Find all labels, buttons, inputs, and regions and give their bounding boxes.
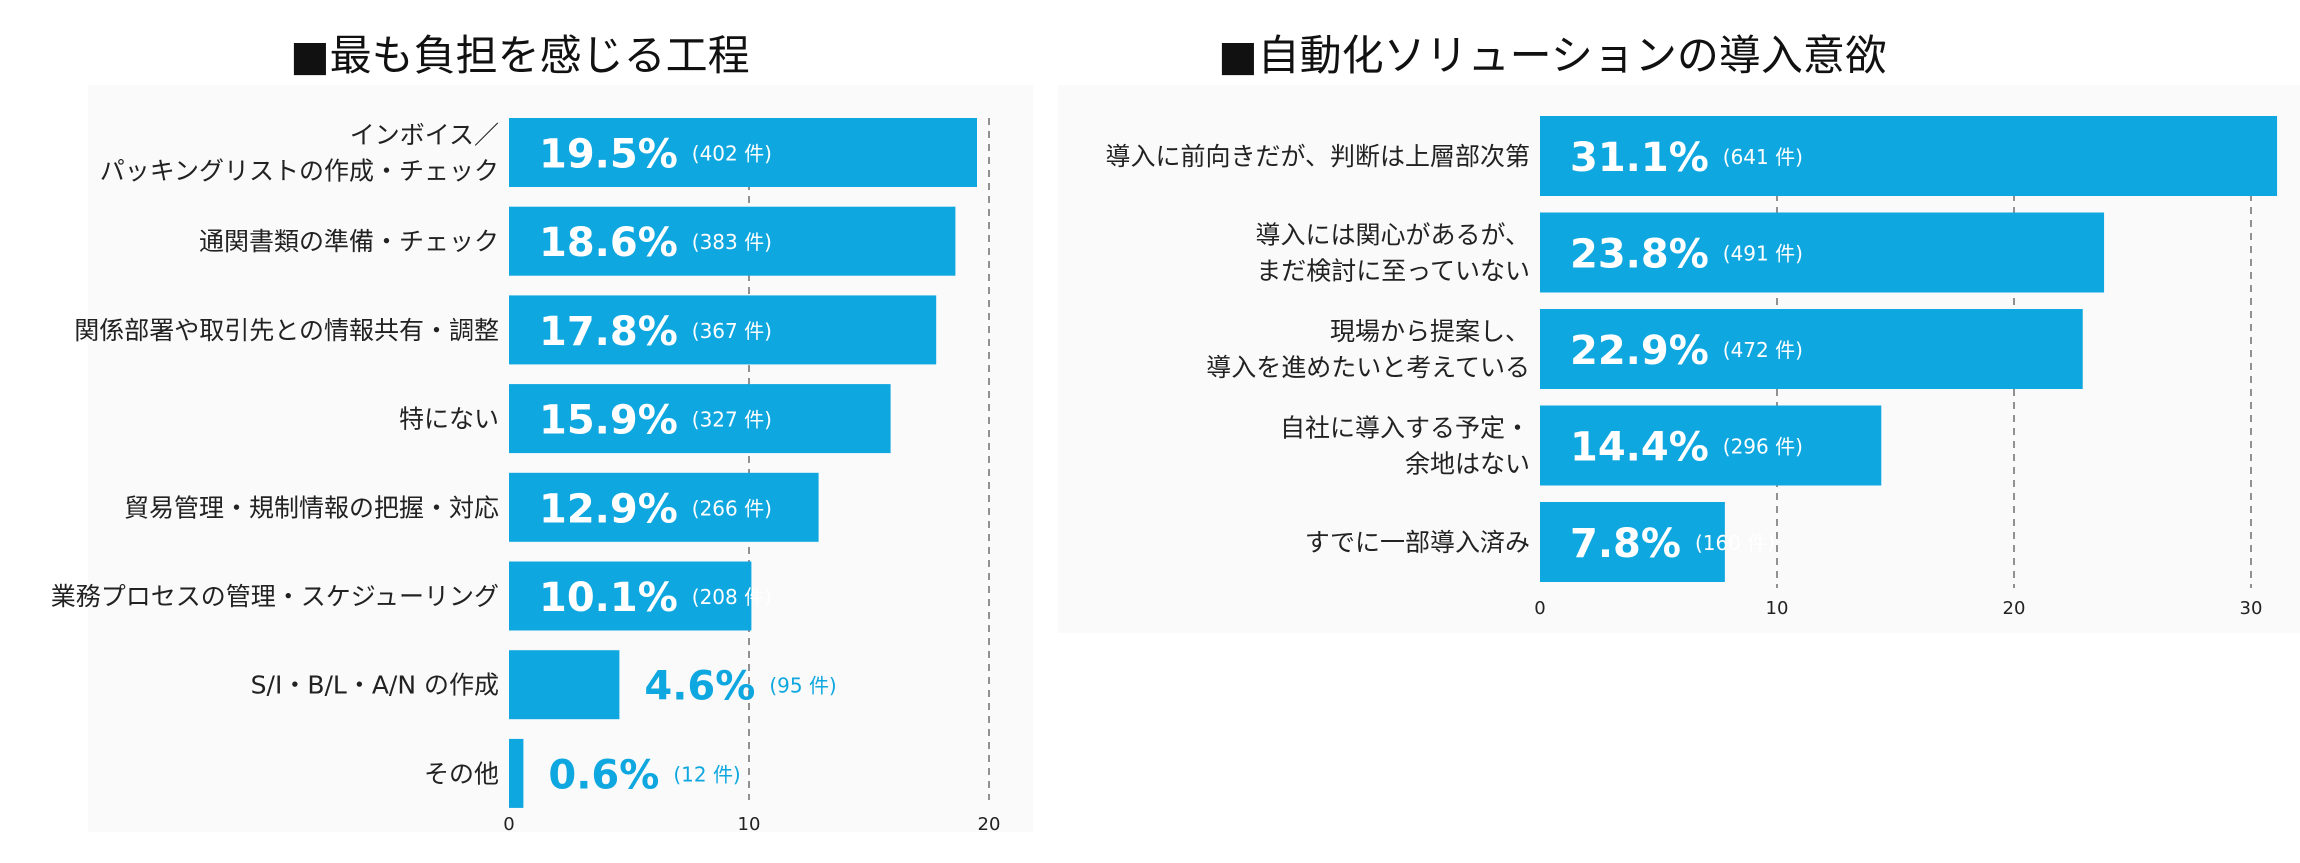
burden-bar xyxy=(509,650,620,720)
adoption-percent-label: 23.8% xyxy=(1570,232,1709,278)
burden-percent-label: 15.9% xyxy=(539,398,678,444)
burden-count-label: (266 件) xyxy=(692,496,772,520)
burden-category-label: パッキングリストの作成・チェック xyxy=(100,157,499,186)
burden-percent-label: 0.6% xyxy=(548,752,659,798)
burden-count-label: (383 件) xyxy=(692,230,772,254)
burden-percent-label: 10.1% xyxy=(539,575,678,621)
chart-title-burden: ■最も負担を感じる工程 xyxy=(290,31,750,80)
adoption-x-tick-label: 20 xyxy=(2003,598,2026,619)
adoption-x-tick-label: 30 xyxy=(2240,598,2263,619)
chart-title-adoption: ■自動化ソリューションの導入意欲 xyxy=(1218,31,1887,80)
burden-percent-label: 4.6% xyxy=(644,664,755,710)
adoption-category-label: 導入には関心があるが、 xyxy=(1255,221,1530,250)
burden-category-label: インボイス／ xyxy=(350,121,499,150)
burden-category-label: その他 xyxy=(424,759,499,788)
burden-category-label: 業務プロセスの管理・スケジューリング xyxy=(51,582,499,611)
burden-category-label: 貿易管理・規制情報の把握・対応 xyxy=(124,493,499,522)
adoption-category-label: 導入を進めたいと考えている xyxy=(1206,353,1530,382)
burden-x-tick-label: 20 xyxy=(978,814,1001,835)
burden-count-label: (12 件) xyxy=(673,762,740,786)
burden-bar xyxy=(509,384,891,454)
burden-category-label: 特にない xyxy=(399,405,499,434)
burden-percent-label: 17.8% xyxy=(539,309,678,355)
burden-count-label: (327 件) xyxy=(692,408,772,432)
adoption-category-label: 導入に前向きだが、判断は上層部次第 xyxy=(1105,142,1530,171)
adoption-x-tick-label: 10 xyxy=(1766,598,1789,619)
adoption-x-tick-label: 0 xyxy=(1534,598,1545,619)
adoption-bar xyxy=(1540,309,2083,389)
burden-category-label: 通関書類の準備・チェック xyxy=(199,227,499,256)
adoption-count-label: (160 件) xyxy=(1695,531,1775,555)
burden-x-tick-label: 0 xyxy=(503,814,514,835)
adoption-bar xyxy=(1540,116,2278,196)
burden-count-label: (367 件) xyxy=(692,319,772,343)
burden-category-label: S/I・B/L・A/N の作成 xyxy=(251,671,499,700)
burden-bar xyxy=(509,118,977,187)
adoption-count-label: (641 件) xyxy=(1723,145,1803,169)
adoption-percent-label: 14.4% xyxy=(1570,425,1709,471)
adoption-bar xyxy=(1540,405,1882,486)
adoption-count-label: (296 件) xyxy=(1723,435,1803,459)
burden-bar xyxy=(509,206,956,276)
adoption-category-label: すでに一部導入済み xyxy=(1305,528,1530,557)
adoption-percent-label: 22.9% xyxy=(1570,328,1709,374)
burden-bar xyxy=(509,561,752,631)
adoption-count-label: (472 件) xyxy=(1723,338,1803,362)
adoption-category-label: 現場から提案し、 xyxy=(1330,317,1530,346)
burden-category-label: 関係部署や取引先との情報共有・調整 xyxy=(74,316,499,345)
burden-percent-label: 12.9% xyxy=(539,486,678,532)
burden-bar xyxy=(509,472,819,542)
adoption-percent-label: 7.8% xyxy=(1570,521,1681,567)
burden-count-label: (402 件) xyxy=(692,142,772,166)
adoption-bar xyxy=(1540,212,2105,293)
burden-percent-label: 18.6% xyxy=(539,220,678,266)
burden-bar xyxy=(509,295,937,365)
burden-percent-label: 19.5% xyxy=(539,132,678,178)
burden-count-label: (208 件) xyxy=(692,585,772,609)
adoption-category-label: まだ検討に至っていない xyxy=(1256,257,1530,286)
adoption-count-label: (491 件) xyxy=(1723,242,1803,266)
adoption-category-label: 自社に導入する予定・ xyxy=(1280,414,1530,443)
burden-count-label: (95 件) xyxy=(769,674,836,698)
burden-x-tick-label: 10 xyxy=(738,814,761,835)
burden-bar xyxy=(509,738,524,808)
adoption-bar xyxy=(1540,502,1725,582)
adoption-category-label: 余地はない xyxy=(1405,450,1530,479)
adoption-percent-label: 31.1% xyxy=(1570,135,1709,181)
